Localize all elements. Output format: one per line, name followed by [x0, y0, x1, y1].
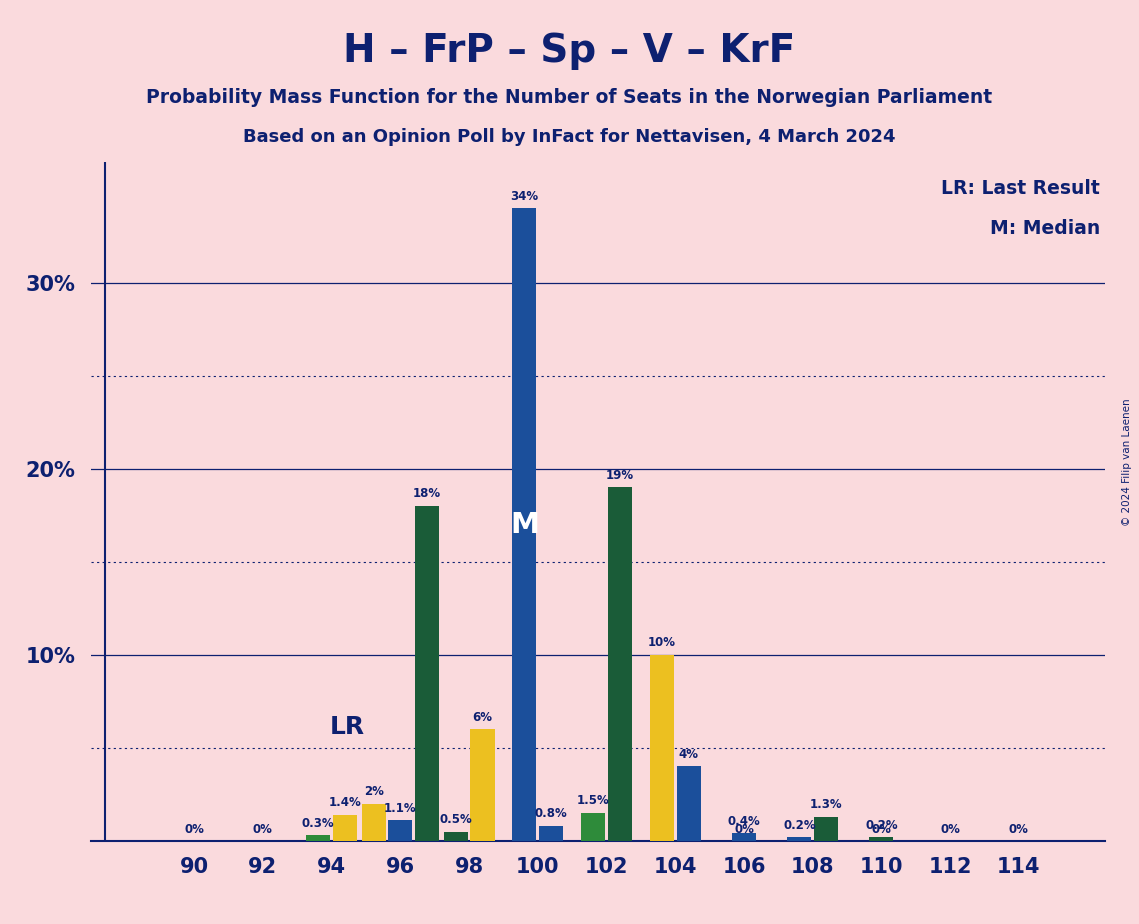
- Bar: [361, 804, 386, 841]
- Text: 0.8%: 0.8%: [535, 808, 567, 821]
- Text: 4%: 4%: [679, 748, 698, 760]
- Bar: [539, 826, 564, 841]
- Text: M: Median: M: Median: [990, 219, 1100, 238]
- Text: 18%: 18%: [413, 487, 441, 500]
- Text: 0.2%: 0.2%: [866, 819, 898, 832]
- Bar: [608, 487, 632, 841]
- Text: 19%: 19%: [606, 468, 634, 481]
- Bar: [513, 208, 536, 841]
- Text: 0%: 0%: [185, 823, 204, 836]
- Text: 0.4%: 0.4%: [728, 815, 761, 828]
- Text: 0.3%: 0.3%: [302, 817, 335, 830]
- Text: 0.5%: 0.5%: [440, 813, 472, 826]
- Bar: [814, 817, 838, 841]
- Text: 0%: 0%: [253, 823, 273, 836]
- Bar: [333, 815, 358, 841]
- Text: 34%: 34%: [510, 189, 539, 202]
- Text: 0%: 0%: [871, 823, 892, 836]
- Text: Probability Mass Function for the Number of Seats in the Norwegian Parliament: Probability Mass Function for the Number…: [147, 88, 992, 107]
- Bar: [581, 813, 605, 841]
- Text: 1.4%: 1.4%: [329, 796, 361, 809]
- Text: 1.5%: 1.5%: [576, 795, 609, 808]
- Text: 6%: 6%: [473, 711, 492, 723]
- Bar: [306, 835, 330, 841]
- Bar: [444, 832, 468, 841]
- Bar: [787, 837, 811, 841]
- Text: © 2024 Filip van Laenen: © 2024 Filip van Laenen: [1122, 398, 1132, 526]
- Text: 0%: 0%: [1009, 823, 1029, 836]
- Text: 1.1%: 1.1%: [384, 802, 417, 815]
- Text: 1.3%: 1.3%: [810, 798, 843, 811]
- Bar: [677, 766, 700, 841]
- Text: M: M: [510, 511, 539, 539]
- Text: Based on an Opinion Poll by InFact for Nettavisen, 4 March 2024: Based on an Opinion Poll by InFact for N…: [244, 128, 895, 145]
- Bar: [650, 655, 674, 841]
- Text: 0%: 0%: [941, 823, 960, 836]
- Bar: [732, 833, 756, 841]
- Text: LR: LR: [329, 714, 364, 738]
- Text: 0.2%: 0.2%: [782, 819, 816, 832]
- Bar: [415, 506, 440, 841]
- Text: H – FrP – Sp – V – KrF: H – FrP – Sp – V – KrF: [343, 32, 796, 70]
- Text: 2%: 2%: [363, 785, 384, 798]
- Bar: [869, 837, 893, 841]
- Text: 10%: 10%: [648, 637, 675, 650]
- Bar: [470, 729, 494, 841]
- Bar: [388, 821, 412, 841]
- Text: LR: Last Result: LR: Last Result: [941, 178, 1100, 198]
- Text: 0%: 0%: [734, 823, 754, 836]
